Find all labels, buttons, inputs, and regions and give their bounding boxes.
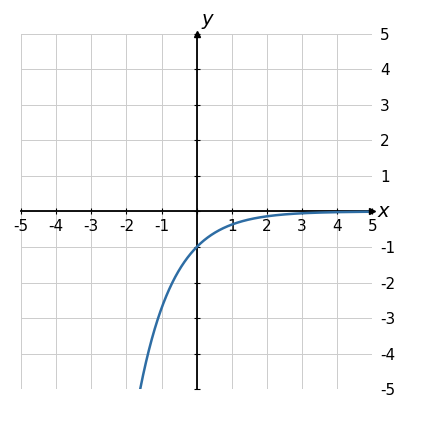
Text: y: y	[202, 9, 214, 28]
Text: x: x	[377, 202, 389, 221]
